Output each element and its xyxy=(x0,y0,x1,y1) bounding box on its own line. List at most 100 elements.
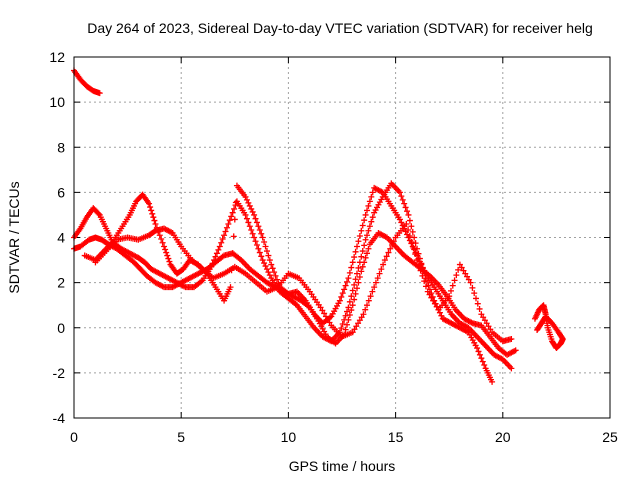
data-point xyxy=(534,325,541,332)
data-point xyxy=(364,250,371,257)
data-point xyxy=(339,290,346,297)
data-point xyxy=(406,232,413,239)
data-point xyxy=(223,224,230,231)
data-point xyxy=(149,210,156,217)
data-point xyxy=(451,277,458,284)
data-point xyxy=(366,198,373,205)
data-point xyxy=(324,316,331,323)
data-point xyxy=(355,264,362,271)
data-point xyxy=(209,260,216,267)
data-point xyxy=(338,325,345,332)
data-point xyxy=(355,320,362,327)
data-point xyxy=(374,275,381,282)
data-point xyxy=(362,236,369,243)
data-point xyxy=(212,253,219,260)
data-point xyxy=(411,234,418,241)
data-point xyxy=(390,238,397,245)
data-point xyxy=(266,272,273,279)
data-point xyxy=(355,279,362,286)
data-point xyxy=(262,263,269,270)
data-point xyxy=(273,276,280,283)
data-point xyxy=(354,243,361,250)
data-point xyxy=(246,202,253,209)
x-tick-label: 25 xyxy=(602,429,618,445)
data-point xyxy=(158,236,165,243)
data-point xyxy=(341,286,348,293)
data-point xyxy=(367,293,374,300)
data-point xyxy=(381,257,388,264)
data-point xyxy=(271,269,278,276)
data-point xyxy=(219,236,226,243)
y-tick-label: 6 xyxy=(57,184,65,200)
data-point xyxy=(265,252,272,259)
data-point xyxy=(428,294,435,301)
data-point xyxy=(402,204,409,211)
data-point xyxy=(346,269,353,276)
data-point xyxy=(369,288,376,295)
data-point xyxy=(96,90,103,97)
data-point xyxy=(151,217,158,224)
data-point xyxy=(422,283,429,290)
data-point xyxy=(358,314,365,321)
data-point xyxy=(426,291,433,298)
data-point xyxy=(446,293,453,300)
data-point xyxy=(352,290,359,297)
data-point xyxy=(478,355,485,362)
data-point xyxy=(242,193,249,200)
data-point xyxy=(272,272,279,279)
data-point xyxy=(261,260,268,267)
data-point xyxy=(405,211,412,218)
data-point xyxy=(351,326,358,333)
data-point xyxy=(473,295,479,302)
data-point xyxy=(398,193,405,200)
x-tick-label: 10 xyxy=(281,429,297,445)
data-point xyxy=(258,253,265,260)
data-point xyxy=(231,205,238,212)
data-point xyxy=(419,272,426,279)
data-point xyxy=(419,264,426,271)
data-point xyxy=(229,250,236,257)
data-point xyxy=(405,226,412,233)
data-point xyxy=(352,276,359,283)
data-point xyxy=(165,255,172,262)
data-point xyxy=(349,329,356,336)
data-point xyxy=(351,254,358,261)
data-point xyxy=(256,226,263,233)
data-point xyxy=(431,300,438,307)
data-point xyxy=(342,282,349,289)
data-point xyxy=(430,297,437,304)
data-point xyxy=(355,238,362,245)
data-point xyxy=(476,305,483,312)
data-point xyxy=(362,254,369,261)
data-point xyxy=(215,246,222,253)
data-point xyxy=(232,199,239,206)
data-point xyxy=(366,223,373,230)
grid-lines xyxy=(74,57,610,418)
data-point xyxy=(414,245,421,252)
data-point xyxy=(346,298,353,305)
data-point xyxy=(408,223,415,230)
data-point xyxy=(252,238,259,245)
data-point xyxy=(396,189,403,196)
data-point xyxy=(359,263,366,270)
data-point xyxy=(481,361,488,368)
data-point xyxy=(362,211,369,218)
data-point xyxy=(342,326,349,333)
data-point xyxy=(338,293,345,300)
data-point xyxy=(263,248,270,255)
data-point xyxy=(322,313,329,320)
data-point xyxy=(261,239,268,246)
data-point xyxy=(449,282,456,289)
data-point xyxy=(248,226,255,233)
data-point xyxy=(242,211,249,218)
data-point xyxy=(378,266,385,273)
y-tick-label: 4 xyxy=(57,230,65,246)
data-point xyxy=(255,245,262,252)
data-point xyxy=(478,311,485,318)
data-point xyxy=(474,300,481,307)
data-point xyxy=(438,312,445,319)
data-point xyxy=(349,287,356,294)
data-point xyxy=(474,345,481,352)
data-point xyxy=(471,290,478,297)
data-point xyxy=(356,317,363,324)
